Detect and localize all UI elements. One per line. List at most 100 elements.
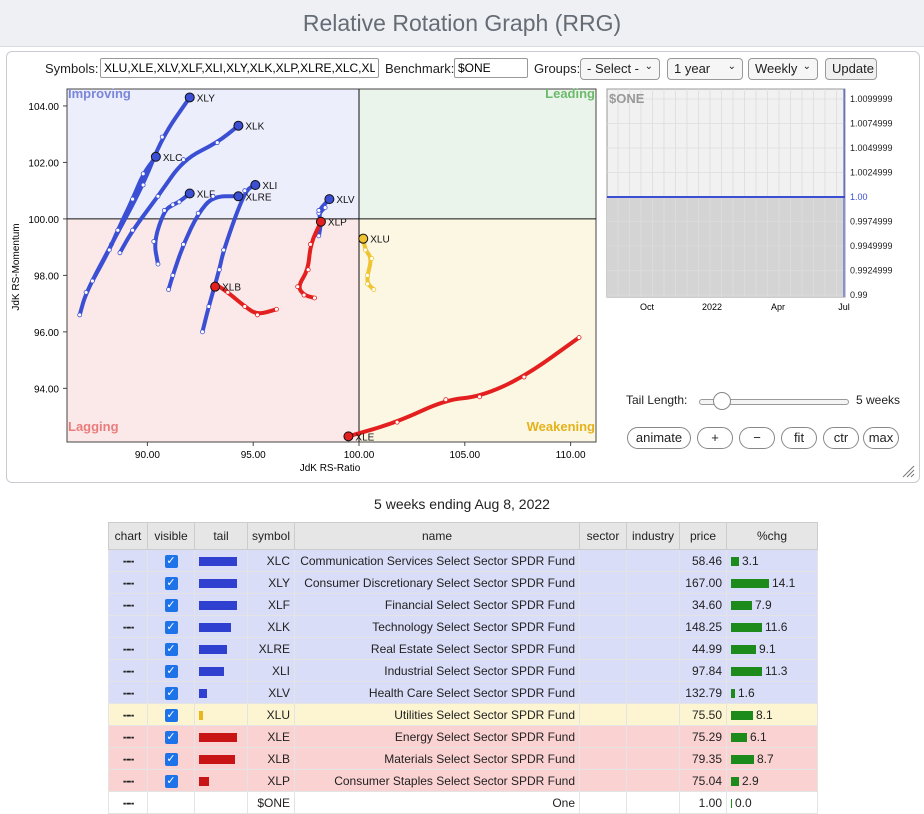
animate-button[interactable]: animate xyxy=(627,427,691,449)
series-head-point[interactable] xyxy=(324,194,335,205)
chart-cell[interactable]: ╍╍ xyxy=(108,769,148,792)
chart-cell[interactable]: ╍╍ xyxy=(108,637,148,660)
series-head-point[interactable] xyxy=(233,191,244,202)
col-header-sector[interactable]: sector xyxy=(579,522,627,550)
series-xle[interactable]: XLE xyxy=(343,335,582,444)
rrg-chart[interactable]: 90.00 95.00 100.00 105.00 110.00 94.00 96.00 98… xyxy=(7,82,597,477)
symbol-cell[interactable]: $ONE xyxy=(247,791,295,814)
zoom-out-button[interactable]: − xyxy=(739,427,775,449)
chart-cell[interactable]: ╍╍ xyxy=(108,549,148,572)
period-select[interactable]: 1 year ⌄ xyxy=(667,58,743,80)
candlestick-icon[interactable]: ╍╍ xyxy=(122,578,134,590)
visible-checkbox[interactable]: ✓ xyxy=(164,774,178,788)
chart-cell[interactable]: ╍╍ xyxy=(108,681,148,704)
col-header-chart[interactable]: chart xyxy=(108,522,148,550)
chart-cell[interactable]: ╍╍ xyxy=(108,747,148,770)
candlestick-icon[interactable]: ╍╍ xyxy=(122,622,134,634)
visible-cell[interactable]: ✓ xyxy=(147,703,195,726)
symbol-cell[interactable]: XLF xyxy=(247,593,295,616)
chart-cell[interactable]: ╍╍ xyxy=(108,615,148,638)
series-head-point[interactable] xyxy=(250,180,261,191)
visible-cell[interactable]: ✓ xyxy=(147,769,195,792)
visible-cell[interactable]: ✓ xyxy=(147,681,195,704)
chart-cell[interactable]: ╍╍ xyxy=(108,659,148,682)
table-row[interactable]: ╍╍ ✓ XLU Utilities Select Sector SPDR Fund 7… xyxy=(108,703,818,726)
visible-checkbox[interactable]: ✓ xyxy=(164,642,178,656)
symbol-cell[interactable]: XLRE xyxy=(247,637,295,660)
series-head-point[interactable] xyxy=(210,281,221,292)
col-header-visible[interactable]: visible xyxy=(147,522,195,550)
candlestick-icon[interactable]: ╍╍ xyxy=(122,710,134,722)
symbol-cell[interactable]: XLK xyxy=(247,615,295,638)
tail-length-slider-handle[interactable] xyxy=(713,392,731,410)
table-row[interactable]: ╍╍ ✓ XLE Energy Select Sector SPDR Fund 75.2… xyxy=(108,725,818,748)
candlestick-icon[interactable]: ╍╍ xyxy=(122,732,134,744)
series-head-point[interactable] xyxy=(150,151,161,162)
candlestick-icon[interactable]: ╍╍ xyxy=(122,754,134,766)
symbol-cell[interactable]: XLY xyxy=(247,571,295,594)
col-header-name[interactable]: name xyxy=(294,522,580,550)
series-head-point[interactable] xyxy=(184,188,195,199)
col-header-chg[interactable]: %chg xyxy=(726,522,818,550)
chart-cell[interactable]: ╍╍ xyxy=(108,703,148,726)
table-row[interactable]: ╍╍ ✓ XLB Materials Select Sector SPDR Fund 7… xyxy=(108,747,818,770)
visible-cell[interactable] xyxy=(147,791,195,814)
table-row[interactable]: ╍╍ $ONE One 1.00 0.0 xyxy=(108,791,818,814)
series-head-point[interactable] xyxy=(358,233,369,244)
symbol-cell[interactable]: XLB xyxy=(247,747,295,770)
series-head-point[interactable] xyxy=(343,431,354,442)
candlestick-icon[interactable]: ╍╍ xyxy=(122,556,134,568)
table-row[interactable]: ╍╍ ✓ XLP Consumer Staples Select Sector SPD… xyxy=(108,769,818,792)
visible-cell[interactable]: ✓ xyxy=(147,747,195,770)
table-row[interactable]: ╍╍ ✓ XLV Health Care Select Sector SPDR Fun… xyxy=(108,681,818,704)
candlestick-icon[interactable]: ╍╍ xyxy=(122,644,134,656)
series-xlu[interactable]: XLU xyxy=(358,233,390,292)
candlestick-icon[interactable]: ╍╍ xyxy=(122,600,134,612)
col-header-price[interactable]: price xyxy=(679,522,727,550)
col-header-industry[interactable]: industry xyxy=(626,522,680,550)
symbol-cell[interactable]: XLP xyxy=(247,769,295,792)
tail-length-track[interactable] xyxy=(699,399,849,405)
series-head-point[interactable] xyxy=(184,92,195,103)
visible-checkbox[interactable]: ✓ xyxy=(164,664,178,678)
resize-handle-icon[interactable] xyxy=(901,464,915,478)
chart-cell[interactable]: ╍╍ xyxy=(108,593,148,616)
fit-button[interactable]: fit xyxy=(781,427,817,449)
visible-checkbox[interactable]: ✓ xyxy=(164,554,178,568)
visible-cell[interactable]: ✓ xyxy=(147,549,195,572)
visible-checkbox[interactable]: ✓ xyxy=(164,752,178,766)
visible-cell[interactable]: ✓ xyxy=(147,571,195,594)
candlestick-icon[interactable]: ╍╍ xyxy=(122,776,134,788)
visible-checkbox[interactable]: ✓ xyxy=(164,730,178,744)
symbol-cell[interactable]: XLE xyxy=(247,725,295,748)
series-xlre[interactable]: XLRE xyxy=(166,191,272,292)
series-xlf[interactable]: XLF xyxy=(151,188,215,267)
table-row[interactable]: ╍╍ ✓ XLRE Real Estate Select Sector SPDR Fu… xyxy=(108,637,818,660)
series-xlb[interactable]: XLB xyxy=(210,281,279,318)
interval-select[interactable]: Weekly ⌄ xyxy=(748,58,818,80)
symbol-cell[interactable]: XLV xyxy=(247,681,295,704)
candlestick-icon[interactable]: ╍╍ xyxy=(122,666,134,678)
series-xlk[interactable]: XLK xyxy=(117,120,265,256)
chart-cell[interactable]: ╍╍ xyxy=(108,791,148,814)
symbols-input[interactable] xyxy=(100,58,379,78)
series-head-point[interactable] xyxy=(315,216,326,227)
visible-cell[interactable]: ✓ xyxy=(147,659,195,682)
visible-checkbox[interactable]: ✓ xyxy=(164,598,178,612)
table-row[interactable]: ╍╍ ✓ XLY Consumer Discretionary Select Sect… xyxy=(108,571,818,594)
visible-checkbox[interactable]: ✓ xyxy=(164,620,178,634)
candlestick-icon[interactable]: ╍╍ xyxy=(122,688,134,700)
table-row[interactable]: ╍╍ ✓ XLC Communication Services Select Sect… xyxy=(108,549,818,572)
table-row[interactable]: ╍╍ ✓ XLK Technology Select Sector SPDR Fund… xyxy=(108,615,818,638)
series-xlc[interactable]: XLC xyxy=(89,151,182,284)
update-button[interactable]: Update xyxy=(825,58,877,80)
visible-cell[interactable]: ✓ xyxy=(147,725,195,748)
symbol-cell[interactable]: XLU xyxy=(247,703,295,726)
series-head-point[interactable] xyxy=(233,120,244,131)
visible-checkbox[interactable]: ✓ xyxy=(164,708,178,722)
center-button[interactable]: ctr xyxy=(823,427,859,449)
table-row[interactable]: ╍╍ ✓ XLI Industrial Select Sector SPDR Fund… xyxy=(108,659,818,682)
symbol-cell[interactable]: XLC xyxy=(247,549,295,572)
symbol-cell[interactable]: XLI xyxy=(247,659,295,682)
chart-cell[interactable]: ╍╍ xyxy=(108,571,148,594)
